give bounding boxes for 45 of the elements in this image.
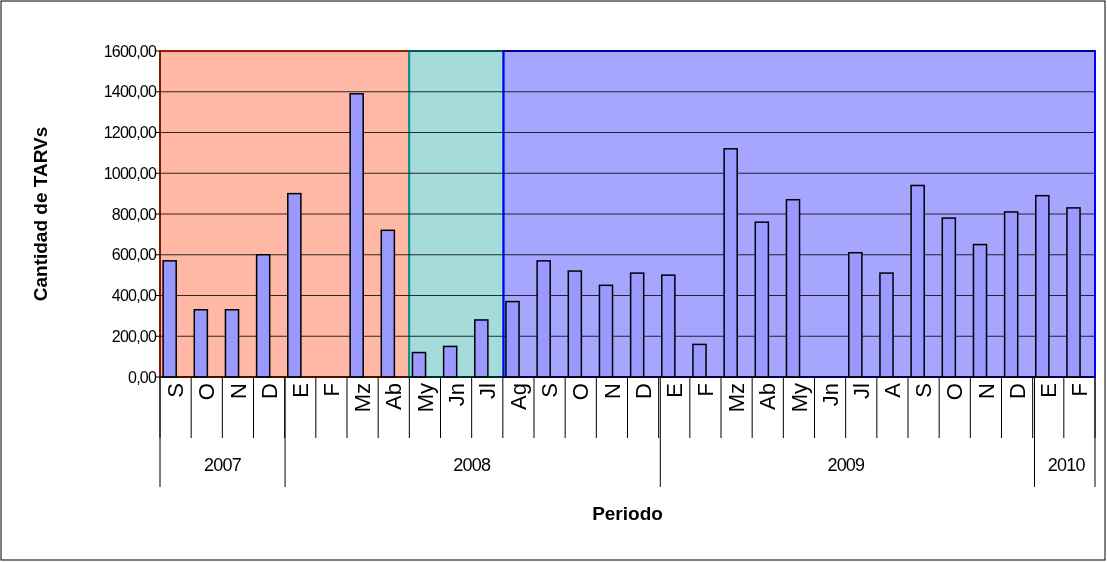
x-tick-label: F	[1067, 383, 1093, 397]
y-tick-label: 400,00	[111, 287, 157, 305]
y-tick-label: 1000,00	[103, 164, 157, 182]
x-tick-label: S	[537, 383, 563, 398]
x-axis-title: Periodo	[592, 503, 663, 524]
x-tick-label: O	[568, 383, 594, 401]
x-tick-label: E	[1035, 383, 1061, 398]
x-tick-label: O	[194, 383, 220, 401]
x-tick-label: Mz	[350, 383, 376, 413]
x-tick-label: Jn	[817, 383, 843, 407]
y-tick-label: 0,00	[128, 368, 157, 386]
y-tick-label: 1600,00	[103, 42, 157, 60]
x-tick-label: D	[256, 383, 282, 399]
x-tick-label: O	[942, 383, 968, 401]
x2-tick-label: 2009	[827, 455, 866, 475]
x2-tick-label: 2010	[1047, 455, 1086, 475]
x-tick-label: F	[319, 383, 345, 397]
x-tick-label: S	[911, 383, 937, 398]
x-tick-label: Jl	[474, 383, 500, 399]
x-tick-label: Ab	[381, 383, 407, 410]
x2-tick-label: 2008	[453, 455, 491, 475]
x-tick-label: S	[163, 383, 189, 398]
x2-tick-label: 2007	[204, 455, 242, 475]
x-tick-label: N	[973, 383, 999, 399]
y-tick-label: 1400,00	[103, 83, 157, 101]
x-tick-label: E	[661, 383, 687, 398]
y-tick-label: 1200,00	[103, 124, 157, 142]
x-tick-label: Ab	[755, 383, 781, 410]
x-tick-label: N	[225, 383, 251, 399]
x-tick-label: N	[599, 383, 625, 399]
y-axis-title: Cantidad de TARVs	[30, 126, 51, 302]
x-tick-label: Mz	[724, 383, 750, 413]
y-tick-label: 800,00	[111, 205, 157, 223]
x-tick-label: Jl	[848, 383, 874, 399]
x-tick-label: D	[630, 383, 656, 399]
x-tick-label: My	[412, 383, 438, 413]
x-tick-label: D	[1004, 383, 1030, 399]
x-tick-label: My	[786, 383, 812, 413]
x-tick-label: Ag	[506, 383, 532, 410]
x-tick-label: Jn	[443, 383, 469, 407]
y-tick-label: 200,00	[111, 327, 157, 345]
x-tick-label: E	[287, 383, 313, 398]
x-tick-label: A	[880, 382, 906, 398]
y-tick-label: 600,00	[111, 246, 157, 264]
x-tick-label: F	[693, 383, 719, 397]
